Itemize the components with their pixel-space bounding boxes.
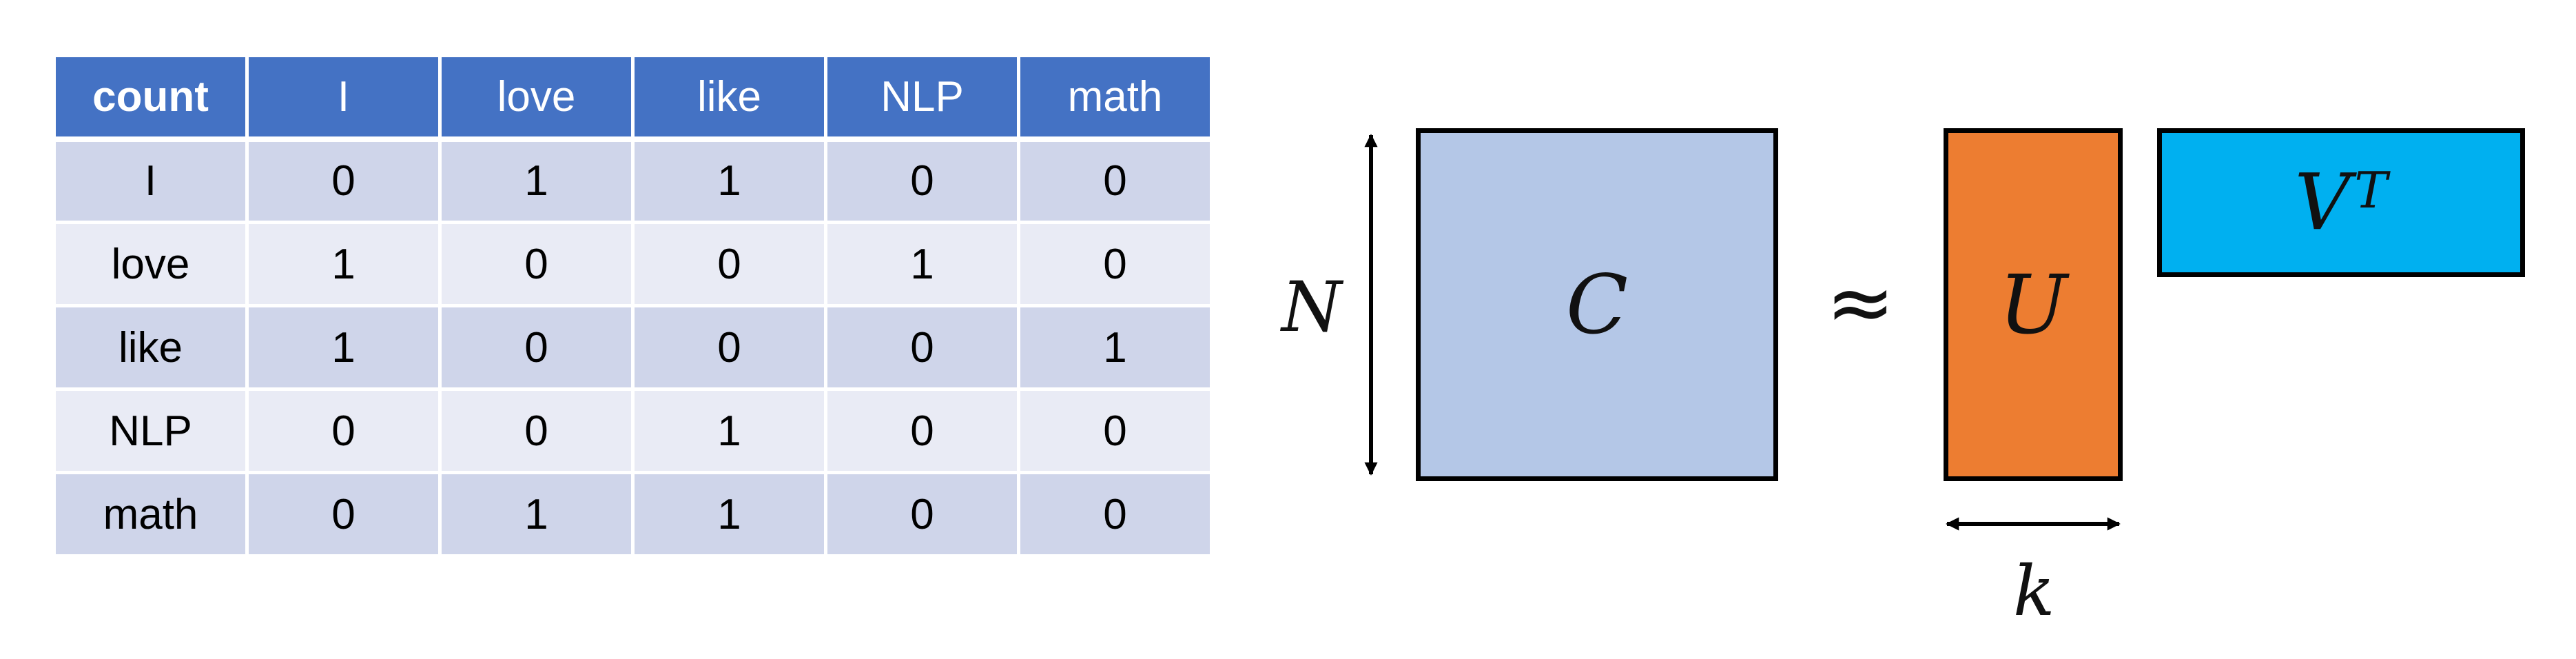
table-cell: 1 — [1017, 304, 1213, 391]
table-cell: 1 — [631, 471, 827, 558]
row-header: love — [52, 221, 249, 307]
table-row: like 1 0 0 0 1 — [52, 304, 1213, 391]
cooccurrence-table: count I love like NLP math I 0 1 1 0 0 l… — [52, 54, 1213, 558]
table-cell: 0 — [824, 304, 1020, 391]
table-header-row: count I love like NLP math — [52, 54, 1213, 142]
table-cell: 0 — [438, 304, 635, 391]
c-matrix-label: C — [1565, 257, 1629, 352]
n-dimension-label: N — [1281, 267, 1342, 347]
table-cell: 1 — [245, 304, 442, 391]
table-cell: 0 — [631, 221, 827, 307]
table-cell: 0 — [438, 221, 635, 307]
table-cell: 0 — [1017, 137, 1213, 224]
column-header: math — [1017, 54, 1213, 142]
row-header: math — [52, 471, 249, 558]
table-cell: 0 — [824, 137, 1020, 224]
table-row: math 0 1 1 0 0 — [52, 471, 1213, 558]
table-cell: 0 — [245, 471, 442, 558]
u-matrix: U — [1944, 128, 2123, 481]
table-cell: 1 — [245, 221, 442, 307]
row-header: I — [52, 137, 249, 224]
column-header: love — [438, 54, 635, 142]
column-header: NLP — [824, 54, 1020, 142]
column-header: I — [245, 54, 442, 142]
column-header: like — [631, 54, 827, 142]
transpose-superscript: T — [2354, 161, 2388, 219]
table-corner-header: count — [52, 54, 249, 142]
table-cell: 1 — [438, 471, 635, 558]
table-cell: 0 — [1017, 387, 1213, 474]
table-cell: 0 — [631, 304, 827, 391]
k-dimension-label: k — [2013, 551, 2055, 631]
row-header: like — [52, 304, 249, 391]
row-header: NLP — [52, 387, 249, 474]
table-row: NLP 0 0 1 0 0 — [52, 387, 1213, 474]
approx-symbol: ≈ — [1826, 255, 1895, 351]
v-matrix-label: V — [2294, 158, 2351, 247]
table-cell: 0 — [245, 137, 442, 224]
c-matrix: C — [1416, 128, 1778, 481]
table-cell: 1 — [631, 387, 827, 474]
table-cell: 0 — [438, 387, 635, 474]
table-row: love 1 0 0 1 0 — [52, 221, 1213, 307]
u-matrix-label: U — [1999, 257, 2068, 352]
table-cell: 1 — [631, 137, 827, 224]
table-cell: 0 — [245, 387, 442, 474]
table-cell: 0 — [824, 387, 1020, 474]
table-cell: 0 — [1017, 221, 1213, 307]
table-cell: 0 — [824, 471, 1020, 558]
table-cell: 0 — [1017, 471, 1213, 558]
table-row: I 0 1 1 0 0 — [52, 137, 1213, 224]
table-cell: 1 — [824, 221, 1020, 307]
table-cell: 1 — [438, 137, 635, 224]
